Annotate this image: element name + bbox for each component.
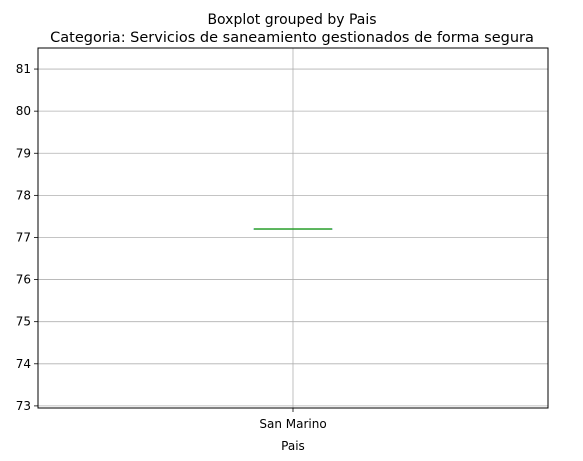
x-axis-label: Pais: [281, 439, 305, 453]
x-axis: San Marino: [259, 408, 326, 431]
y-tick-label: 74: [16, 357, 31, 371]
y-tick-label: 75: [16, 315, 31, 329]
y-tick-label: 77: [16, 230, 31, 244]
y-tick-label: 73: [16, 399, 31, 413]
y-tick-label: 76: [16, 273, 31, 287]
chart-suptitle: Boxplot grouped by Pais: [207, 12, 376, 28]
chart-title: Categoria: Servicios de saneamiento gest…: [50, 30, 534, 46]
y-tick-label: 79: [16, 146, 31, 160]
y-tick-label: 81: [16, 62, 31, 76]
grid-lines: [38, 48, 548, 408]
y-tick-label: 80: [16, 104, 31, 118]
y-tick-label: 78: [16, 188, 31, 202]
y-axis: 73 74 75 76 77 78 79 80 81: [16, 62, 38, 413]
x-tick-label: San Marino: [259, 417, 326, 431]
